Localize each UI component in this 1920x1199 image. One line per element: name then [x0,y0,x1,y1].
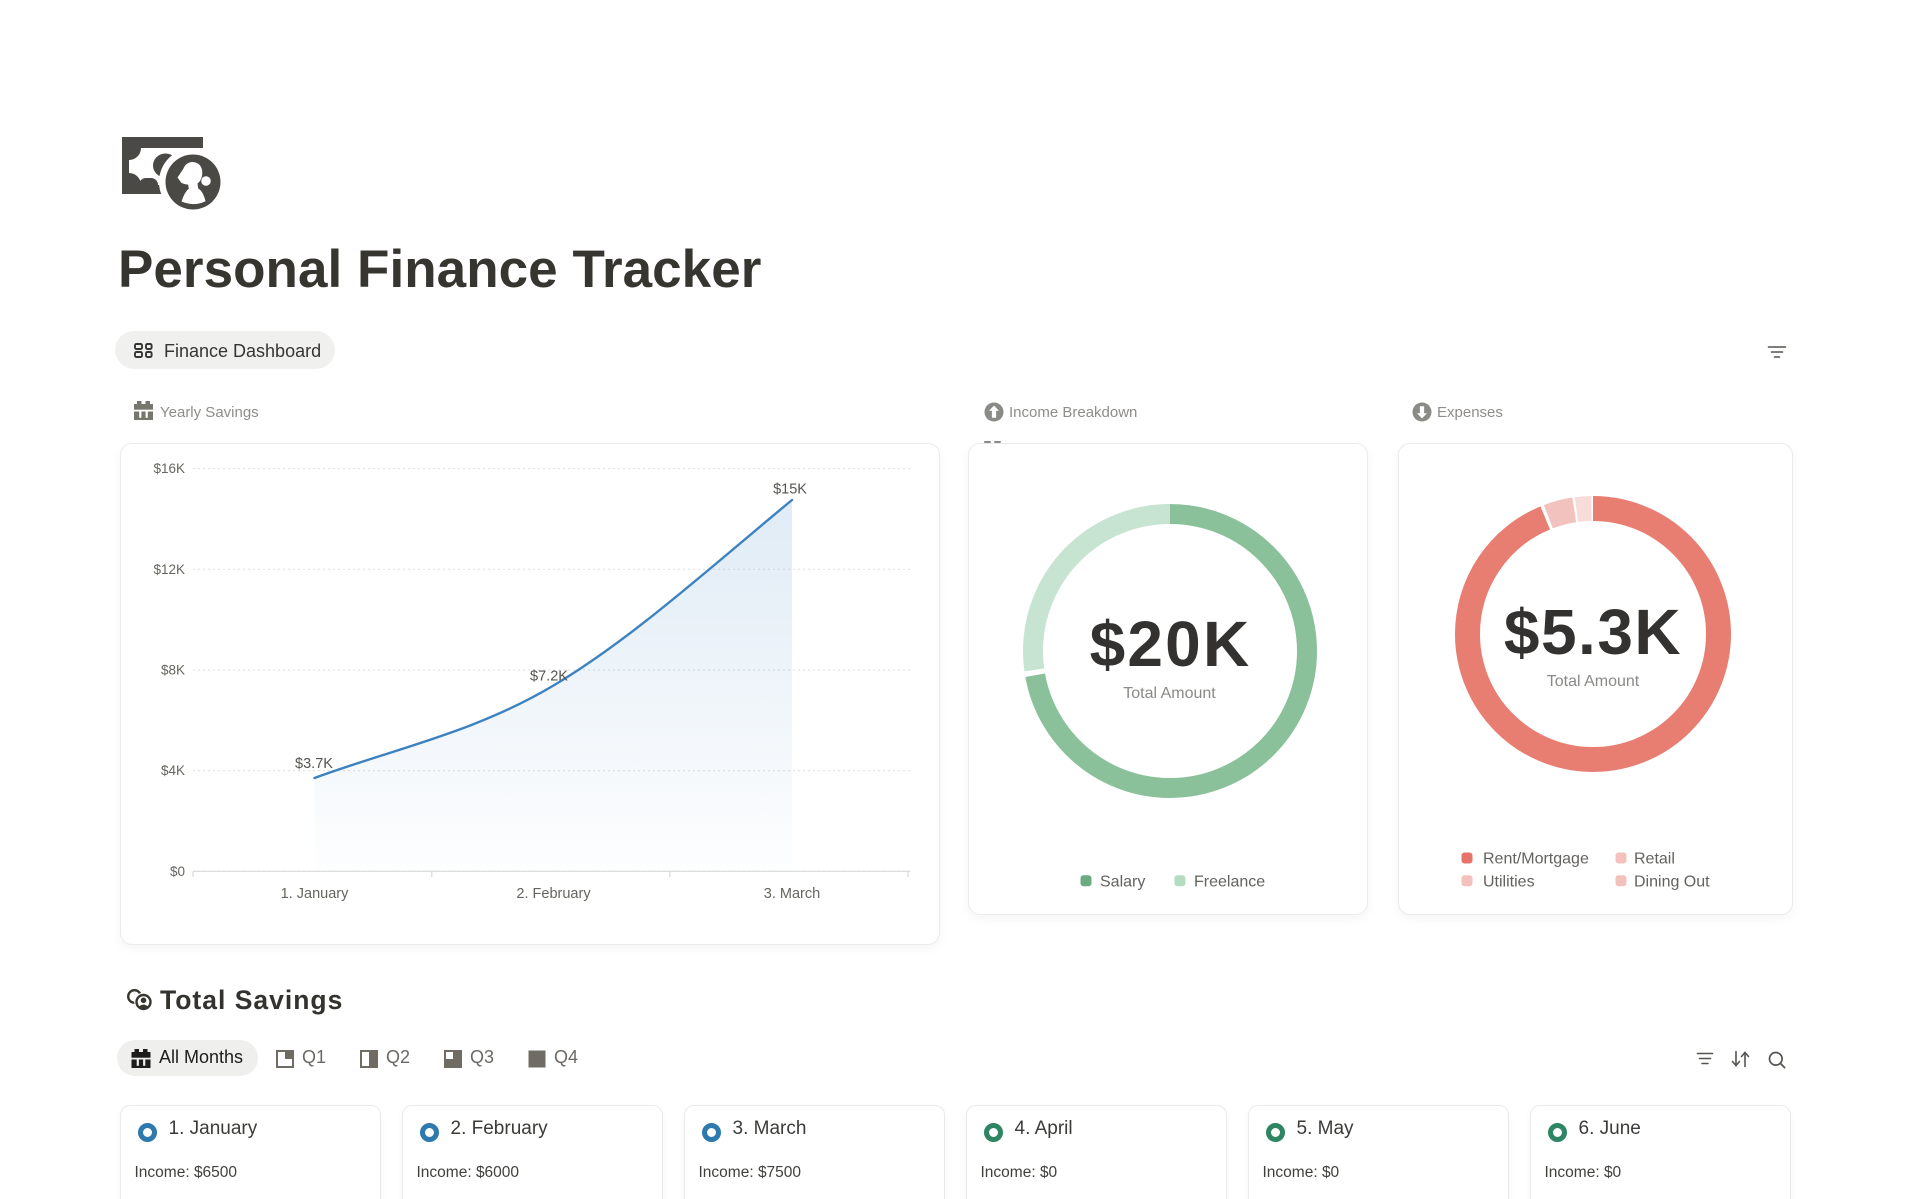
svg-text:2. February: 2. February [516,886,591,902]
svg-text:Utilities: Utilities [1483,873,1535,890]
svg-text:$7.2K: $7.2K [530,669,568,685]
svg-text:3. March: 3. March [764,886,820,902]
svg-text:$15K: $15K [773,482,807,498]
svg-text:Total Amount: Total Amount [1547,673,1640,690]
svg-text:$12K: $12K [153,562,185,577]
svg-text:$8K: $8K [161,663,185,678]
svg-text:Rent/Mortgage: Rent/Mortgage [1483,851,1589,868]
svg-text:1. January: 1. January [281,886,349,902]
svg-text:$16K: $16K [153,461,185,476]
svg-text:Freelance: Freelance [1194,874,1265,891]
svg-text:$4K: $4K [161,763,185,778]
svg-text:$0: $0 [170,864,185,879]
svg-text:$3.7K: $3.7K [295,756,333,772]
svg-text:Salary: Salary [1100,874,1145,891]
svg-text:$5.3K: $5.3K [1504,596,1682,668]
svg-text:Retail: Retail [1634,851,1675,868]
svg-text:Total Amount: Total Amount [1123,685,1216,702]
svg-text:$20K: $20K [1090,608,1252,680]
svg-text:Dining Out: Dining Out [1634,873,1710,890]
